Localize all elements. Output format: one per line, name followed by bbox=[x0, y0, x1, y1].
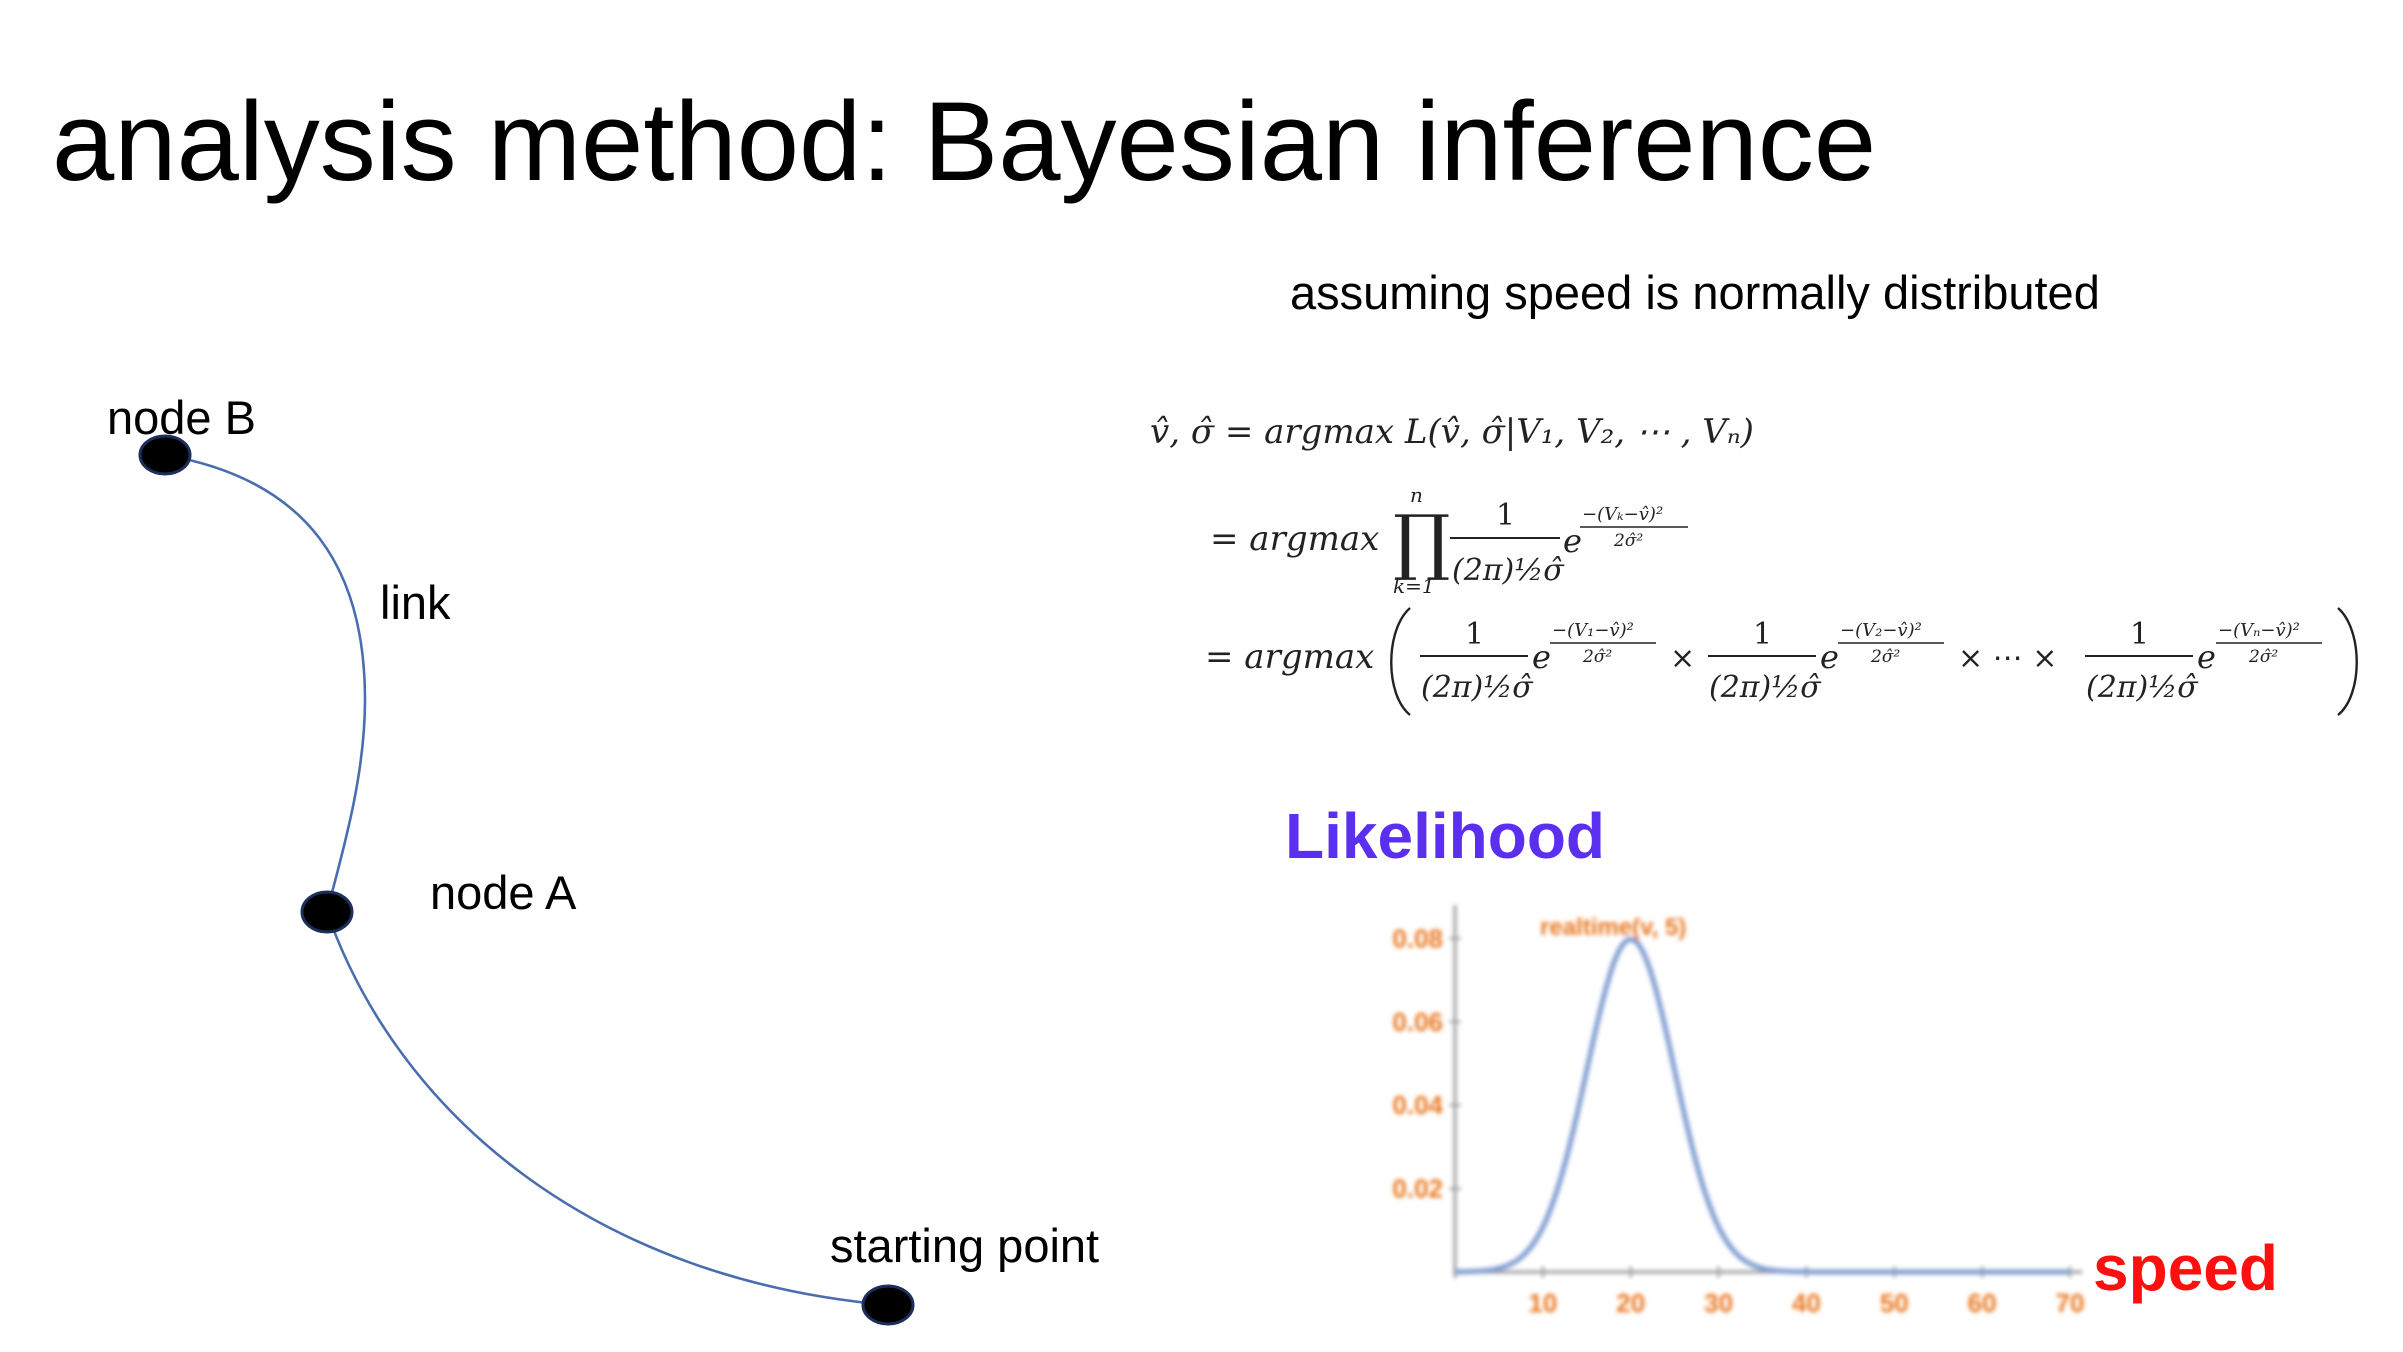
y-ticks: 0.02 0.04 0.06 0.08 bbox=[1392, 923, 1461, 1204]
x-tick-label: 30 bbox=[1704, 1288, 1733, 1318]
starting-point-label: starting point bbox=[830, 1219, 1100, 1272]
chart-title: Likelihood bbox=[1285, 800, 1605, 872]
y-tick-label: 0.04 bbox=[1392, 1090, 1443, 1120]
x-tick-label: 20 bbox=[1616, 1288, 1645, 1318]
exponent-numerator: −(Vₖ−v̂)² bbox=[1582, 504, 1663, 525]
term1-numerator: 1 bbox=[1465, 617, 1484, 652]
x-tick-label: 70 bbox=[2056, 1288, 2085, 1318]
term2-numerator: 1 bbox=[1753, 617, 1772, 652]
times-dots: × ⋯ × bbox=[1958, 641, 2057, 676]
starting-point-marker bbox=[861, 1284, 915, 1326]
x-tick-label: 10 bbox=[1528, 1288, 1557, 1318]
exponent-denominator: 2σ̂² bbox=[1613, 531, 1643, 551]
term2-exp-base: e bbox=[1820, 638, 1839, 676]
term2-exp-den: 2σ̂² bbox=[1870, 647, 1900, 667]
times-1: × bbox=[1670, 641, 1695, 676]
product-upper: n bbox=[1410, 483, 1423, 507]
slide-subtitle: assuming speed is normally distributed bbox=[1290, 266, 2100, 319]
node-a-label: node A bbox=[430, 866, 577, 919]
term2-denominator: (2π)½σ̂ bbox=[1709, 670, 1822, 705]
termn-exp-den: 2σ̂² bbox=[2248, 647, 2278, 667]
termn-exp-base: e bbox=[2197, 638, 2216, 676]
termn-exp-num: −(Vₙ−v̂)² bbox=[2218, 620, 2300, 641]
x-ticks: 10 20 30 40 50 60 70 bbox=[1528, 1266, 2084, 1318]
formula-argmax-3: = argmax bbox=[1205, 637, 1374, 677]
series-curve bbox=[1455, 936, 2070, 1275]
term1-denominator: (2π)½σ̂ bbox=[1421, 670, 1534, 705]
product-symbol: ∏ bbox=[1393, 499, 1450, 583]
formula-line-1: v̂, σ̂ = argmax L(v̂, σ̂|V₁, V₂, ⋯ , Vₙ) bbox=[1150, 412, 1754, 452]
formula-argmax-2: = argmax bbox=[1210, 519, 1379, 559]
node-b-label: node B bbox=[107, 391, 256, 444]
link-curve bbox=[164, 453, 889, 1307]
x-tick-label: 60 bbox=[1968, 1288, 1997, 1318]
node-a-marker bbox=[300, 890, 354, 934]
fraction-numerator: 1 bbox=[1496, 498, 1515, 533]
y-tick-label: 0.02 bbox=[1392, 1174, 1443, 1204]
term1-exp-num: −(V₁−v̂)² bbox=[1552, 620, 1634, 641]
product-lower: k=1 bbox=[1393, 574, 1435, 598]
term2-exp-num: −(V₂−v̂)² bbox=[1840, 620, 1922, 641]
termn-denominator: (2π)½σ̂ bbox=[2086, 670, 2199, 705]
x-tick-label: 40 bbox=[1792, 1288, 1821, 1318]
plot-label: realtime(v, 5) bbox=[1540, 914, 1686, 941]
link-label: link bbox=[380, 576, 451, 629]
y-tick-label: 0.06 bbox=[1392, 1007, 1443, 1037]
term1-exp-den: 2σ̂² bbox=[1582, 647, 1612, 667]
node-b-marker bbox=[138, 434, 192, 476]
x-tick-label: 50 bbox=[1880, 1288, 1909, 1318]
right-paren bbox=[2337, 607, 2358, 716]
term1-exp-base: e bbox=[1532, 638, 1551, 676]
slide-title: analysis method: Bayesian inference bbox=[52, 79, 1877, 204]
fraction-denominator: (2π)½σ̂ bbox=[1452, 553, 1565, 588]
x-axis-label: speed bbox=[2093, 1232, 2278, 1304]
left-paren bbox=[1390, 607, 1411, 716]
termn-numerator: 1 bbox=[2130, 617, 2149, 652]
plot-area: 10 20 30 40 50 60 70 0.02 0.04 0.06 0.08 realtime… bbox=[1392, 905, 2084, 1318]
y-tick-label: 0.08 bbox=[1392, 923, 1443, 953]
exp-base: e bbox=[1563, 522, 1582, 560]
